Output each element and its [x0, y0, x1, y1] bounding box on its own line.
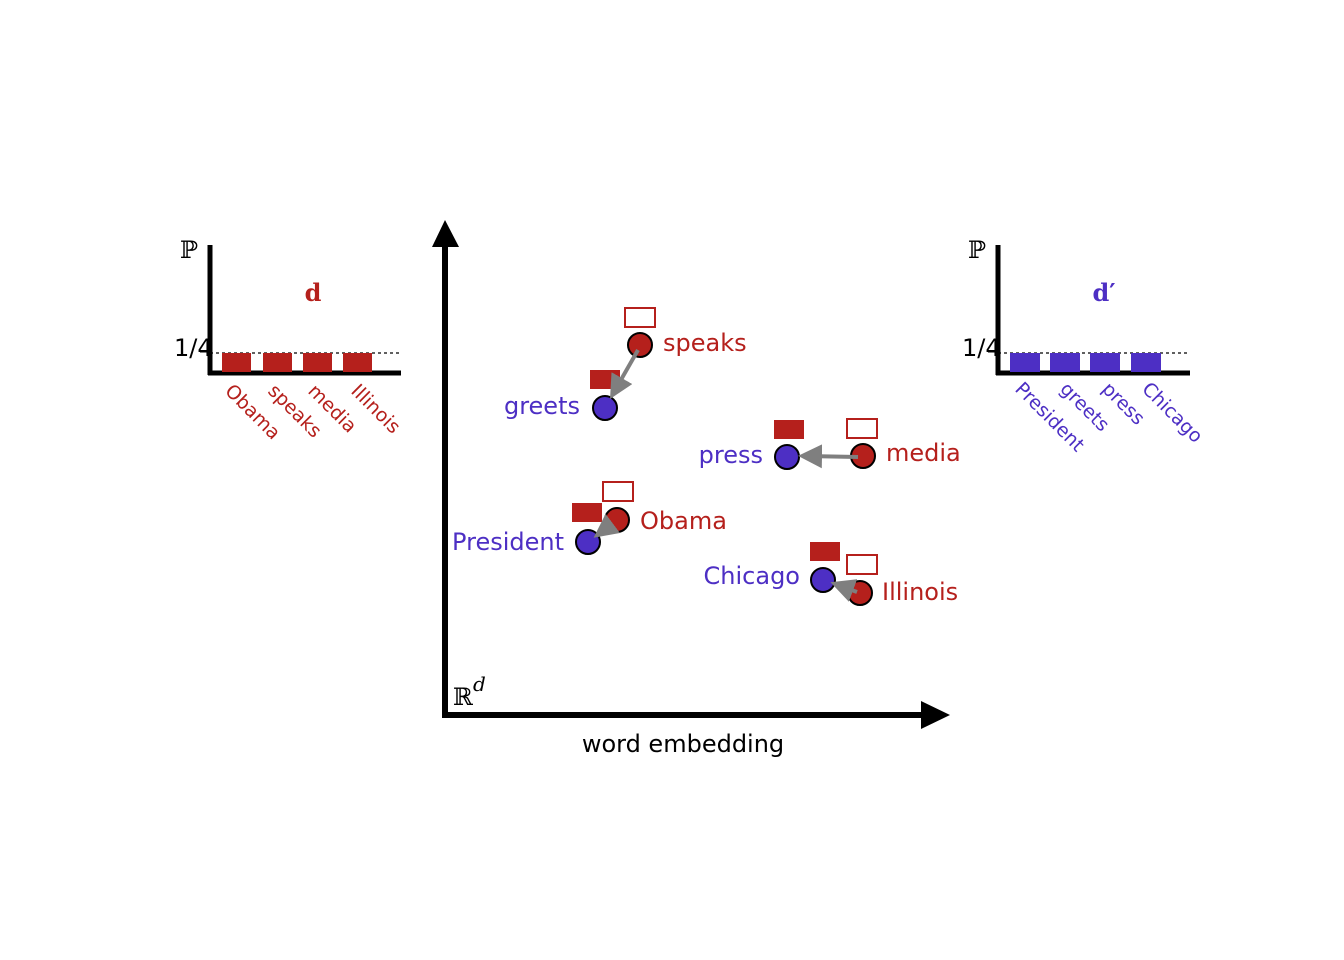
source-point	[847, 580, 873, 606]
moved-box	[810, 542, 840, 561]
bar	[1090, 353, 1120, 372]
empty-box	[846, 418, 878, 439]
arrowhead	[432, 220, 459, 247]
empty-box	[602, 481, 634, 502]
moved-box	[774, 420, 804, 439]
target-point	[592, 395, 618, 421]
target-point	[774, 444, 800, 470]
flow-arrow	[610, 349, 640, 399]
histogram-title: d	[305, 278, 322, 307]
left-histogram: ℙ d 1/4 Obama speaks media Illinois	[174, 236, 405, 444]
flow-arrow	[830, 579, 858, 602]
bar	[303, 353, 332, 372]
tick-label: 1/4	[174, 334, 213, 362]
source-word: media	[886, 439, 961, 467]
right-histogram: ℙ d′ 1/4 President greets press Chicago	[962, 236, 1207, 456]
word-label: Illinois	[346, 380, 404, 438]
axis-label: ℙ	[968, 236, 986, 264]
source-word: Obama	[640, 507, 727, 535]
moved-box	[572, 503, 602, 522]
flow-arrow	[798, 444, 859, 469]
empty-box	[624, 307, 656, 328]
source-word: Illinois	[882, 578, 958, 606]
axis-label: ℙ	[180, 236, 198, 264]
bar	[1131, 353, 1161, 372]
space-superscript: d	[473, 672, 486, 696]
bar	[263, 353, 292, 372]
target-point	[810, 567, 836, 593]
bar	[343, 353, 372, 372]
bar	[1050, 353, 1080, 372]
space-label: ℝd	[453, 672, 486, 711]
x-axis-label: word embedding	[582, 730, 784, 758]
embedding-space: ℝd word embedding speaks greets media pr…	[432, 220, 961, 758]
space-symbol: ℝ	[453, 683, 474, 711]
tick-label: 1/4	[962, 334, 1001, 362]
bar	[222, 353, 251, 372]
flow-arrow	[593, 513, 620, 538]
target-word: press	[699, 441, 763, 469]
target-word: President	[452, 528, 564, 556]
bar	[1010, 353, 1040, 372]
source-word: speaks	[663, 329, 747, 357]
histogram-title: d′	[1092, 278, 1115, 307]
target-word: Chicago	[704, 562, 800, 590]
source-point	[627, 332, 653, 358]
empty-box	[846, 554, 878, 575]
arrowhead	[921, 701, 950, 729]
target-word: greets	[504, 392, 580, 420]
target-point	[575, 529, 601, 555]
